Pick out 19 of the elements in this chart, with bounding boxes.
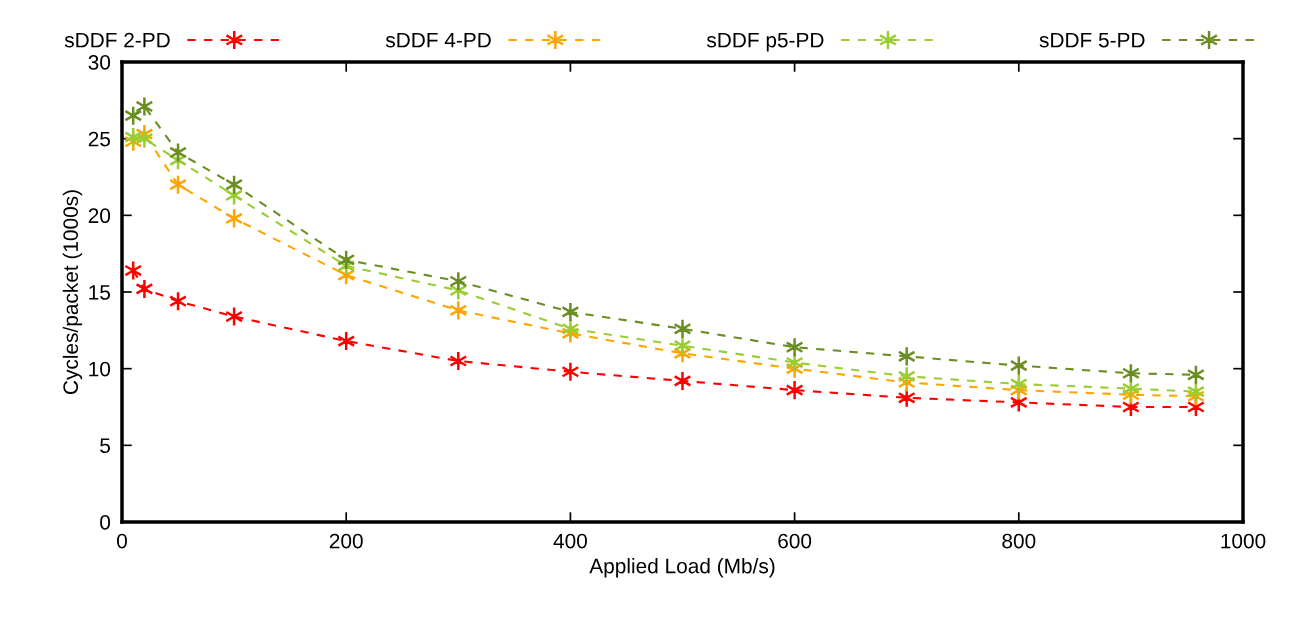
x-tick-label: 600: [778, 533, 812, 549]
y-tick-label: 30: [88, 55, 111, 70]
legend-label: sDDF p5-PD: [706, 32, 824, 52]
legend-label: sDDF 4-PD: [385, 32, 491, 48]
x-tick-label: 1000: [1221, 533, 1266, 549]
x-axis-title: Applied Load (Mb/s): [589, 558, 775, 578]
x-tick-label: 0: [117, 533, 127, 549]
legend-label: sDDF 5-PD: [1039, 32, 1145, 48]
x-tick-label: 400: [553, 533, 587, 549]
legend-label: sDDF 2-PD: [64, 32, 170, 48]
y-tick-label: 15: [89, 285, 111, 300]
y-axis-title: Cycles/packet (1000s): [62, 190, 83, 394]
y-tick-label: 20: [88, 208, 111, 224]
y-tick-label: 0: [100, 515, 111, 530]
y-tick-label: 25: [88, 131, 111, 147]
y-tick-label: 10: [89, 361, 111, 377]
x-tick-label: 200: [329, 533, 363, 549]
x-tick-label: 800: [1002, 533, 1036, 549]
y-tick-label: 5: [100, 438, 111, 454]
